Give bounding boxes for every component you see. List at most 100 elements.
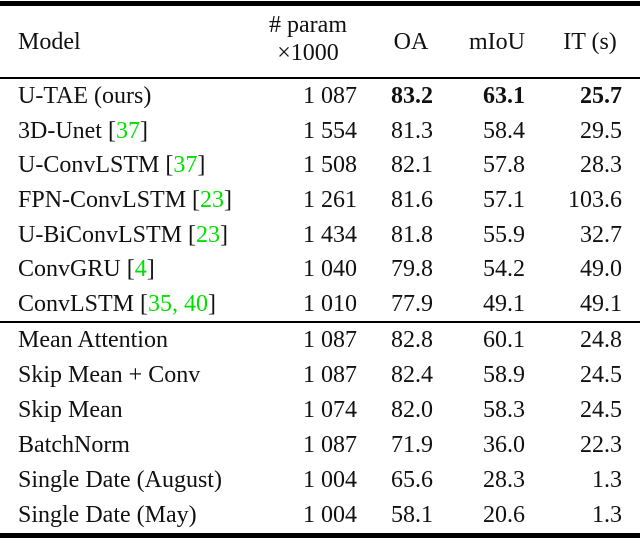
param-cell: 1 040 (303, 256, 357, 283)
param-cell: 1 004 (303, 502, 357, 528)
col-header-param: # param ×1000 (269, 11, 347, 67)
it-cell: 24.5 (580, 362, 622, 388)
citation-link[interactable]: 35, 40 (148, 291, 209, 318)
param-cell: 1 554 (303, 117, 357, 144)
table-row: Single Date (May) 1 004 58.1 20.6 1.3 (0, 498, 640, 533)
oa-cell: 71.9 (391, 432, 433, 458)
col-header-oa: OA (393, 29, 429, 55)
it-cell: 103.6 (568, 187, 622, 214)
citation-link[interactable]: 23 (196, 221, 221, 248)
miou-cell: 57.1 (483, 187, 525, 214)
citation-bracket-close: ] (146, 256, 155, 283)
miou-cell: 20.6 (483, 502, 525, 528)
param-cell: 1 087 (303, 432, 357, 458)
oa-cell: 82.0 (391, 397, 433, 423)
citation-bracket-open: [ (159, 152, 174, 179)
miou-cell: 63.1 (483, 82, 525, 109)
citation-bracket-close: ] (224, 187, 233, 214)
it-cell: 24.5 (580, 397, 622, 423)
table-row: Skip Mean 1 074 82.0 58.3 24.5 (0, 393, 640, 428)
model-cell: Mean Attention (0, 327, 288, 354)
oa-cell: 83.2 (391, 82, 433, 109)
miou-cell: 28.3 (483, 467, 525, 493)
param-cell: 1 010 (303, 291, 357, 318)
col-header-param-line1: # param (269, 12, 347, 38)
model-cell: 3D-Unet [37] (0, 118, 288, 145)
top-rule (0, 1, 640, 6)
table-row: Mean Attention 1 087 82.8 60.1 24.8 (0, 323, 640, 358)
model-name: BatchNorm (18, 432, 130, 458)
citation-bracket-close: ] (197, 152, 206, 179)
model-name: ConvLSTM (18, 291, 135, 318)
citation-link[interactable]: 37 (115, 117, 140, 144)
model-cell: Skip Mean (0, 397, 288, 424)
table-row: BatchNorm 1 087 71.9 36.0 22.3 (0, 428, 640, 463)
model-cell: BatchNorm (0, 432, 288, 459)
citation-bracket-close: ] (208, 291, 217, 318)
model-name: 3D-Unet (18, 117, 102, 144)
miou-cell: 60.1 (483, 327, 525, 353)
param-cell: 1 261 (303, 187, 357, 214)
citation-link[interactable]: 23 (200, 187, 225, 214)
table-row: ConvLSTM [35, 40] 1 010 77.9 49.1 49.1 (0, 287, 640, 322)
oa-cell: 82.8 (391, 327, 433, 353)
model-name: U-BiConvLSTM (18, 221, 183, 248)
table-row: Single Date (August) 1 004 65.6 28.3 1.3 (0, 463, 640, 498)
col-header-it: IT (s) (563, 29, 617, 55)
citation-bracket-close: ] (139, 117, 148, 144)
it-cell: 49.0 (580, 256, 622, 283)
miou-cell: 49.1 (483, 291, 525, 318)
oa-cell: 82.4 (391, 362, 433, 388)
oa-cell: 65.6 (391, 467, 433, 493)
model-cell: Skip Mean + Conv (0, 362, 288, 389)
miou-cell: 58.3 (483, 397, 525, 423)
oa-cell: 81.8 (391, 221, 433, 248)
table-row: U-BiConvLSTM [23] 1 434 81.8 55.9 32.7 (0, 218, 640, 253)
model-name: Mean Attention (18, 327, 168, 353)
model-cell: U-ConvLSTM [37] (0, 152, 288, 179)
citation-bracket-close: ] (220, 221, 229, 248)
it-cell: 22.3 (580, 432, 622, 458)
table-row: 3D-Unet [37] 1 554 81.3 58.4 29.5 (0, 114, 640, 149)
it-cell: 49.1 (580, 291, 622, 318)
oa-cell: 79.8 (391, 256, 433, 283)
citation-bracket-open: [ (186, 187, 201, 214)
param-cell: 1 004 (303, 467, 357, 493)
oa-cell: 58.1 (391, 502, 433, 528)
it-cell: 1.3 (592, 502, 622, 528)
mid-rule (0, 321, 640, 323)
model-name: U-ConvLSTM (18, 152, 160, 179)
param-cell: 1 087 (303, 82, 357, 109)
model-cell: U-TAE (ours) (0, 83, 288, 110)
model-cell: Single Date (August) (0, 467, 288, 494)
it-cell: 29.5 (580, 117, 622, 144)
table-row: ConvGRU [4] 1 040 79.8 54.2 49.0 (0, 253, 640, 288)
oa-cell: 81.6 (391, 187, 433, 214)
model-cell: Single Date (May) (0, 502, 288, 529)
param-cell: 1 087 (303, 327, 357, 353)
param-cell: 1 074 (303, 397, 357, 423)
citation-bracket-open: [ (101, 117, 116, 144)
oa-cell: 82.1 (391, 152, 433, 179)
model-cell: ConvGRU [4] (0, 256, 288, 283)
model-cell: FPN-ConvLSTM [23] (0, 187, 288, 214)
miou-cell: 55.9 (483, 221, 525, 248)
it-cell: 32.7 (580, 221, 622, 248)
citation-link[interactable]: 4 (134, 256, 147, 283)
table-row: U-ConvLSTM [37] 1 508 82.1 57.8 28.3 (0, 148, 640, 183)
col-header-model: Model (18, 29, 81, 55)
miou-cell: 54.2 (483, 256, 525, 283)
table-row: U-TAE (ours) 1 087 83.2 63.1 25.7 (0, 79, 640, 114)
citation-bracket-open: [ (182, 221, 197, 248)
model-name: Single Date (August) (18, 467, 222, 493)
table-header-row: Model # param ×1000 OA mIoU IT (s) (0, 0, 640, 79)
citation-link[interactable]: 37 (173, 152, 198, 179)
param-cell: 1 508 (303, 152, 357, 179)
model-cell: ConvLSTM [35, 40] (0, 291, 288, 318)
model-name: ConvGRU (18, 256, 121, 283)
header-rule (0, 77, 640, 79)
col-header-miou: mIoU (469, 29, 525, 55)
bottom-rule (0, 533, 640, 538)
miou-cell: 58.9 (483, 362, 525, 388)
